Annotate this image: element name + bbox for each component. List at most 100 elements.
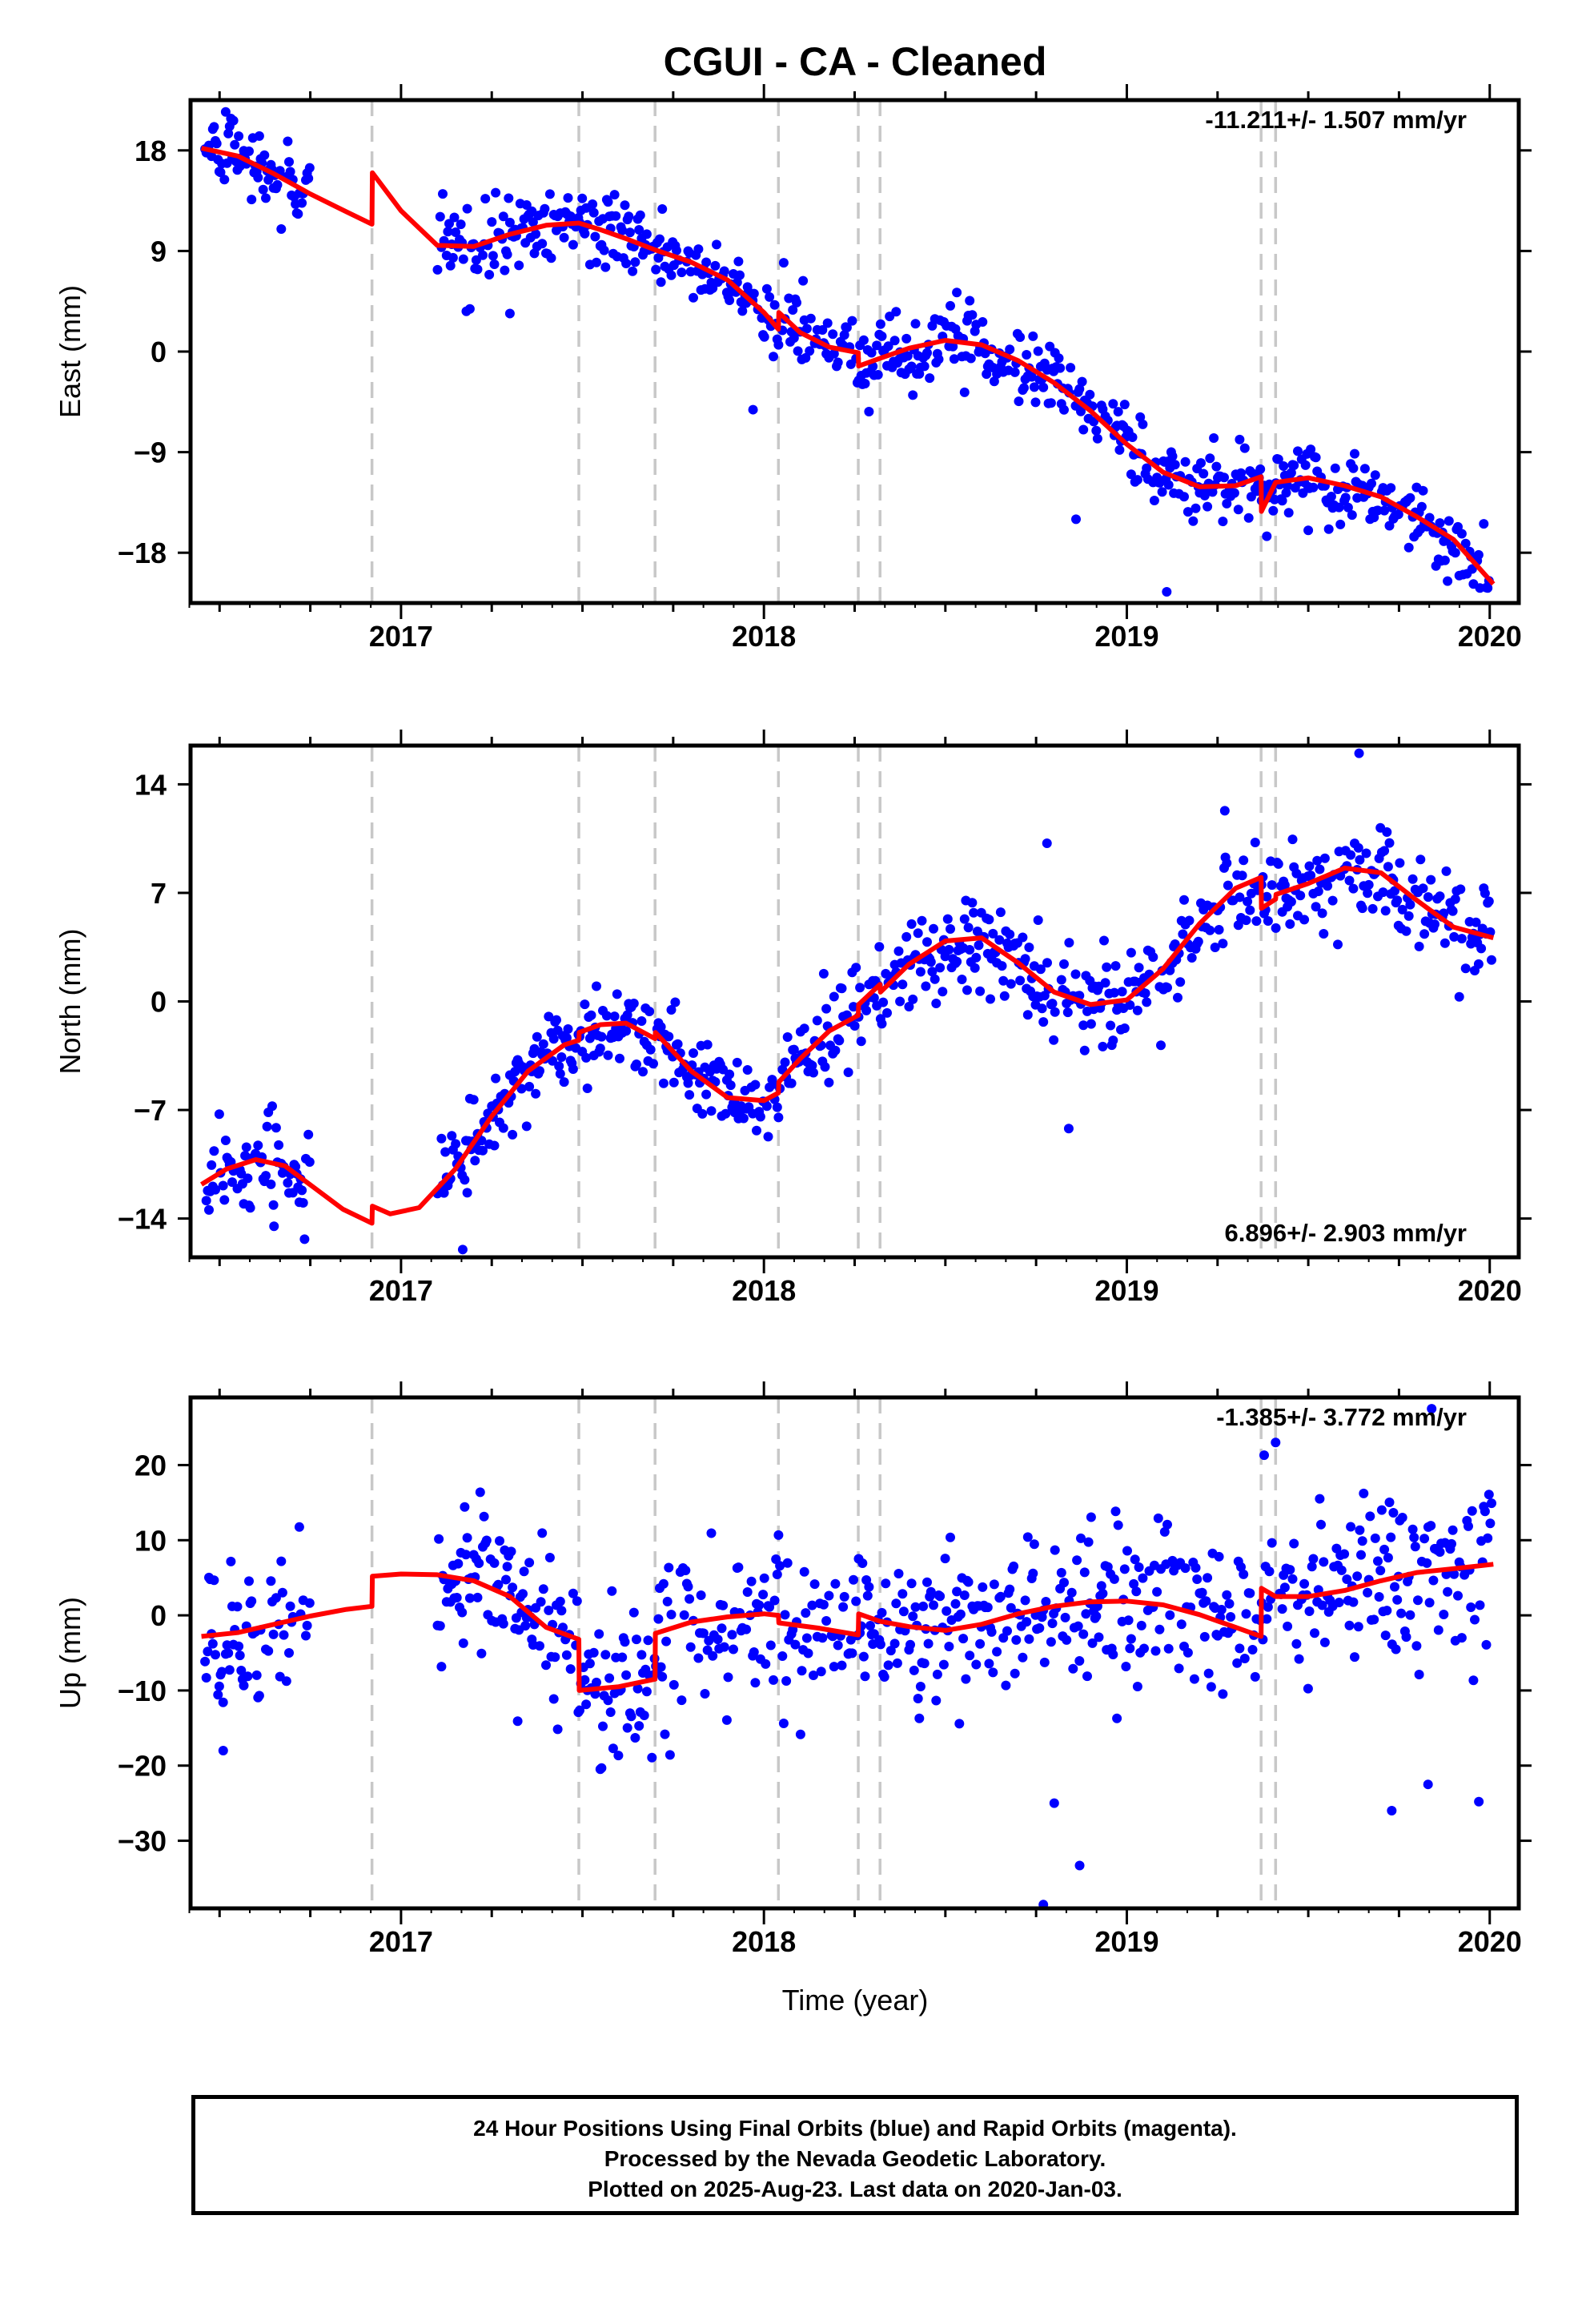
data-point xyxy=(220,1136,231,1145)
data-point xyxy=(1299,1578,1310,1589)
data-point xyxy=(820,1062,830,1072)
data-point xyxy=(1346,1522,1356,1532)
data-point xyxy=(552,1015,561,1025)
data-point xyxy=(1039,1657,1050,1667)
data-point xyxy=(1201,1596,1211,1606)
data-point xyxy=(849,1021,860,1031)
data-point xyxy=(254,131,264,141)
data-point xyxy=(1267,880,1277,891)
data-point xyxy=(1356,1550,1366,1560)
data-point xyxy=(1050,1007,1060,1017)
data-point xyxy=(908,390,918,400)
data-point xyxy=(297,198,307,208)
data-point xyxy=(723,1672,733,1683)
data-point xyxy=(849,1002,858,1012)
fit-line xyxy=(200,866,1495,1226)
data-point xyxy=(1285,919,1295,929)
data-point xyxy=(913,1694,923,1703)
data-point xyxy=(1456,529,1467,539)
data-point xyxy=(1423,892,1433,903)
data-point xyxy=(1414,941,1424,951)
data-point xyxy=(520,1621,531,1631)
data-point xyxy=(1424,513,1435,523)
data-point xyxy=(1435,1547,1445,1557)
data-point xyxy=(978,317,988,327)
data-point xyxy=(1355,1525,1365,1535)
data-point xyxy=(673,1039,683,1049)
data-point xyxy=(904,1002,914,1011)
data-point xyxy=(594,1629,604,1639)
data-point xyxy=(1456,934,1467,944)
data-point xyxy=(1130,1554,1140,1565)
data-point xyxy=(1279,880,1290,891)
data-point xyxy=(821,1003,832,1014)
data-point xyxy=(1380,1630,1391,1641)
data-point xyxy=(603,197,613,207)
data-point xyxy=(910,319,921,329)
data-point xyxy=(1363,879,1374,890)
data-point xyxy=(970,963,980,973)
data-point xyxy=(512,1716,523,1727)
data-point xyxy=(807,1600,817,1610)
data-point xyxy=(929,923,938,934)
data-point xyxy=(946,300,955,311)
data-point xyxy=(1050,1545,1060,1555)
data-point xyxy=(1378,887,1388,898)
data-point xyxy=(607,1586,617,1596)
data-point xyxy=(777,1651,788,1661)
data-point xyxy=(1405,1610,1415,1620)
data-point xyxy=(1034,1623,1045,1633)
data-point xyxy=(769,300,780,310)
data-point xyxy=(550,1652,560,1663)
data-point xyxy=(922,348,932,358)
data-point xyxy=(828,329,838,340)
data-point xyxy=(828,1631,838,1642)
data-point xyxy=(1222,498,1232,509)
data-point xyxy=(207,1160,217,1170)
data-point xyxy=(460,1175,470,1185)
data-point xyxy=(1203,501,1213,512)
data-point xyxy=(965,296,975,306)
data-point xyxy=(211,139,222,149)
data-point xyxy=(276,224,287,234)
data-point xyxy=(1109,1574,1119,1584)
data-point xyxy=(302,1620,312,1630)
data-point xyxy=(1279,461,1289,471)
data-point xyxy=(644,1007,655,1016)
data-point xyxy=(480,194,491,204)
data-point xyxy=(548,1055,558,1066)
data-point xyxy=(544,1011,554,1022)
data-point xyxy=(769,352,778,362)
data-point xyxy=(1403,911,1414,921)
data-point xyxy=(1219,806,1230,816)
data-point xyxy=(799,1566,809,1577)
data-point xyxy=(438,189,448,199)
data-point xyxy=(1303,525,1314,536)
data-point xyxy=(1315,1494,1325,1504)
data-point xyxy=(790,1639,801,1650)
data-point xyxy=(1041,1597,1051,1606)
data-point xyxy=(948,341,958,352)
x-tick-label: 2019 xyxy=(1094,620,1158,653)
data-point xyxy=(1291,1638,1302,1649)
data-point xyxy=(271,1123,281,1133)
data-point xyxy=(1163,1643,1174,1654)
data-point xyxy=(1005,344,1015,355)
data-point xyxy=(476,1648,487,1659)
data-point xyxy=(974,940,984,951)
data-point xyxy=(1226,1612,1236,1622)
data-point xyxy=(1355,854,1365,865)
data-point xyxy=(1357,1536,1367,1546)
data-point xyxy=(1379,505,1390,516)
data-point xyxy=(883,341,893,352)
data-point xyxy=(577,193,588,203)
data-point xyxy=(792,297,801,308)
data-point xyxy=(698,1628,709,1638)
data-point xyxy=(773,1112,784,1123)
data-point xyxy=(1100,978,1110,988)
data-point xyxy=(304,1157,315,1167)
data-point xyxy=(773,340,784,350)
data-point xyxy=(1219,472,1229,483)
data-point xyxy=(971,1659,982,1670)
data-point xyxy=(261,193,271,203)
